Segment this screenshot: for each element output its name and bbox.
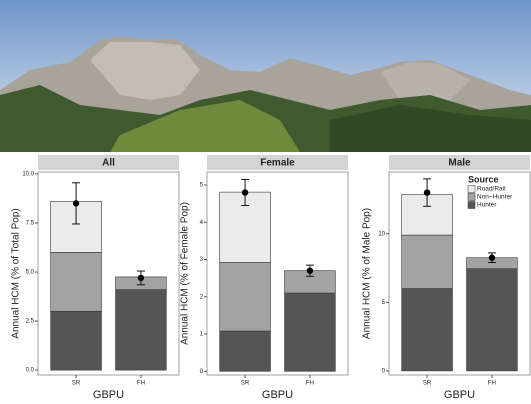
y-axis-label: Annual HCM (% of Total Pop) — [11, 208, 22, 338]
bar-segment — [401, 288, 453, 372]
y-tick-label: 10 — [378, 231, 385, 237]
legend-swatch — [467, 193, 476, 201]
y-tick-label: 5.0 — [26, 270, 35, 276]
x-tick-label: FH — [137, 381, 145, 387]
x-tick-label: FH — [306, 381, 314, 387]
panel-strip — [38, 155, 179, 170]
total-point — [423, 189, 431, 196]
panel-title: All — [102, 158, 115, 169]
x-tick-label: SR — [241, 381, 250, 387]
total-point — [488, 254, 496, 261]
x-axis-label: GBPU — [262, 389, 293, 401]
y-tick-label: 10.0 — [22, 172, 34, 178]
legend-swatch — [467, 185, 476, 193]
y-tick-label: 0.0 — [26, 368, 35, 374]
x-axis-label: GBPU — [93, 389, 124, 401]
x-axis-label: GBPU — [444, 389, 475, 401]
panel-title: Female — [260, 158, 295, 169]
panel-strip — [207, 155, 348, 170]
total-point — [72, 200, 80, 207]
y-tick-label: 5 — [200, 183, 204, 189]
legend-title: Source — [468, 174, 499, 184]
y-tick-label: 2.5 — [26, 319, 35, 325]
bar-segment — [219, 330, 271, 372]
y-tick-label: 0 — [382, 368, 386, 374]
y-tick-label: 2 — [200, 294, 204, 300]
total-point — [241, 189, 249, 196]
y-tick-label: 7.5 — [26, 221, 35, 227]
y-tick-label: 1 — [200, 332, 204, 338]
bar-segment — [466, 268, 518, 372]
y-tick-label: 4 — [200, 220, 204, 226]
bar-segment — [50, 310, 102, 371]
total-point — [306, 267, 314, 274]
legend-label: Non−Hunter — [477, 194, 513, 201]
bar-segment — [401, 234, 453, 289]
x-tick-label: SR — [423, 381, 432, 387]
bar-segment — [50, 252, 102, 312]
x-tick-label: FH — [488, 381, 496, 387]
y-tick-label: 3 — [200, 257, 204, 263]
panel-title: Male — [448, 158, 471, 169]
bar-segment — [284, 292, 336, 372]
panel-strip — [389, 155, 530, 170]
x-tick-label: SR — [72, 381, 81, 387]
y-axis-label: Annual HCM (% of Female Pop) — [180, 202, 191, 345]
bar-segment — [219, 262, 271, 332]
bar-segment — [115, 289, 167, 371]
photo — [0, 0, 531, 152]
legend-label: Road/Rail — [477, 186, 506, 193]
y-tick-label: 0 — [200, 369, 204, 375]
total-point — [137, 274, 145, 282]
legend-label: Hunter — [477, 202, 497, 209]
y-tick-label: 5 — [382, 300, 386, 306]
y-axis-label: Annual HCM (% of Male Pop) — [362, 208, 373, 339]
legend-swatch — [467, 201, 476, 209]
